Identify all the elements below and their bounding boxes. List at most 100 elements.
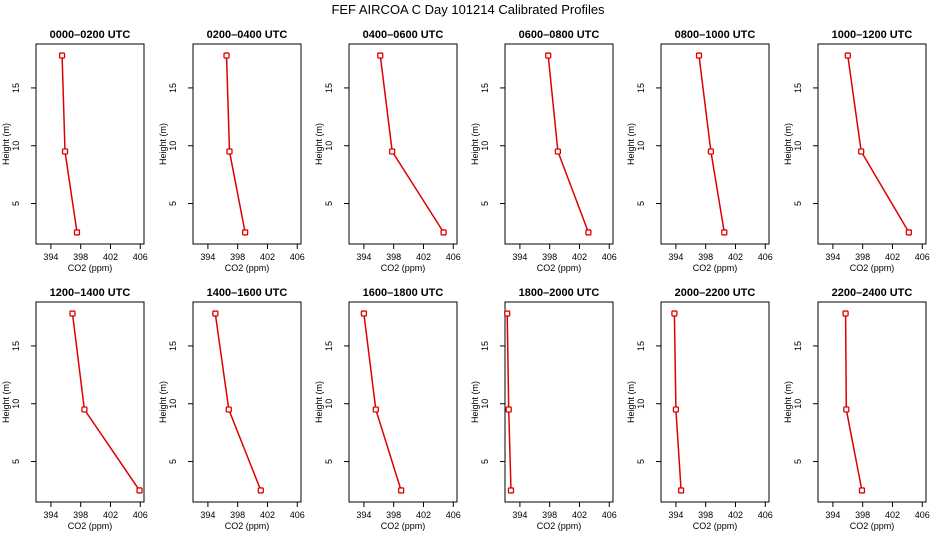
y-tick-label: 15	[793, 341, 803, 351]
plot-frame	[192, 43, 302, 245]
profile-panel: 0200–0400 UTC 394 398 402 406 CO2 (ppm) 5 10 15 H…	[158, 29, 305, 273]
profile-line	[214, 313, 262, 491]
x-tick-label: 406	[915, 252, 930, 262]
x-tick-label: 406	[602, 510, 617, 520]
x-tick-label: 402	[728, 510, 743, 520]
data-point	[58, 52, 66, 59]
x-tick-label: 402	[885, 252, 900, 262]
plot-frame	[660, 301, 770, 503]
x-tick-label: 394	[43, 510, 58, 520]
profile-panel: 2000–2200 UTC 394 398 402 406 CO2 (ppm) 5 10 15 H…	[626, 287, 773, 531]
y-tick-label: 10	[793, 399, 803, 409]
y-tick-label: 5	[324, 459, 334, 464]
x-tick-label: 394	[668, 252, 683, 262]
profile-line	[547, 55, 590, 233]
y-tick-label: 10	[11, 141, 21, 151]
y-tick-label: 15	[11, 341, 21, 351]
panel-title: 0400–0600 UTC	[363, 29, 444, 41]
y-tick-label: 5	[11, 201, 21, 206]
x-tick-label: 406	[758, 252, 773, 262]
x-tick-label: 406	[758, 510, 773, 520]
y-tick-label: 5	[480, 459, 490, 464]
data-point	[707, 148, 715, 155]
panel-title: 1800–2000 UTC	[519, 287, 600, 299]
panel-title: 1400–1600 UTC	[207, 287, 288, 299]
x-axis-label: CO2 (ppm)	[693, 521, 738, 531]
data-point	[721, 229, 728, 236]
profile-panel: 1200–1400 UTC 394 398 402 406 CO2 (ppm) 5 10 15 H…	[1, 287, 148, 531]
profile-line	[379, 55, 445, 233]
data-point	[73, 229, 81, 236]
panel-title: 0800–1000 UTC	[675, 29, 756, 41]
plot-frame	[504, 301, 614, 503]
x-tick-label: 398	[73, 510, 88, 520]
x-tick-label: 402	[103, 252, 118, 262]
y-axis-label: Height (m)	[1, 123, 11, 165]
data-point	[843, 406, 850, 413]
profile-line	[225, 55, 246, 233]
y-axis-label: Height (m)	[626, 123, 636, 165]
data-point	[397, 487, 405, 494]
plot-frame	[660, 43, 770, 245]
x-tick-label: 394	[825, 252, 840, 262]
x-tick-label: 406	[446, 252, 461, 262]
x-tick-label: 394	[200, 510, 215, 520]
x-tick-label: 398	[542, 252, 557, 262]
x-tick-label: 394	[43, 252, 58, 262]
x-axis-label: CO2 (ppm)	[537, 263, 582, 273]
profile-panel: 1000–1200 UTC 394 398 402 406 CO2 (ppm) 5 10 15 H…	[783, 29, 930, 273]
x-tick-label: 402	[260, 510, 275, 520]
x-tick-label: 394	[825, 510, 840, 520]
x-tick-label: 394	[356, 510, 371, 520]
data-point	[136, 487, 143, 494]
plot-frame	[348, 43, 458, 245]
profile-panel: 0000–0200 UTC 394 398 402 406 CO2 (ppm) 5 10 15 H…	[1, 29, 148, 273]
y-axis-label: Height (m)	[783, 123, 793, 165]
x-tick-label: 398	[542, 510, 557, 520]
profile-line	[506, 313, 512, 491]
y-tick-label: 5	[11, 459, 21, 464]
profile-line	[844, 313, 863, 491]
figure-title: FEF AIRCOA C Day 101214 Calibrated Profi…	[331, 2, 605, 17]
y-tick-label: 5	[168, 201, 178, 206]
y-axis-label: Height (m)	[158, 123, 168, 165]
y-tick-label: 10	[168, 399, 178, 409]
profile-panel: 1400–1600 UTC 394 398 402 406 CO2 (ppm) 5 10 15 H…	[158, 287, 305, 531]
y-tick-label: 5	[324, 201, 334, 206]
y-tick-label: 15	[11, 83, 21, 93]
y-tick-label: 10	[636, 141, 646, 151]
y-axis-label: Height (m)	[1, 381, 11, 423]
data-point	[858, 487, 866, 494]
x-tick-label: 406	[133, 510, 148, 520]
data-point	[504, 310, 511, 317]
profile-line	[673, 313, 682, 491]
x-axis-label: CO2 (ppm)	[68, 263, 113, 273]
data-point	[844, 52, 851, 59]
panel-title: 0200–0400 UTC	[207, 29, 288, 41]
panel-title: 1000–1200 UTC	[832, 29, 913, 41]
y-axis-label: Height (m)	[783, 381, 793, 423]
plot-frame	[35, 301, 145, 503]
data-point	[858, 148, 865, 155]
panels: 0000–0200 UTC 394 398 402 406 CO2 (ppm) 5 10 15 H…	[1, 29, 930, 531]
profile-line	[71, 313, 141, 491]
y-tick-label: 15	[324, 341, 334, 351]
y-tick-label: 15	[480, 341, 490, 351]
plot-frame	[817, 301, 927, 503]
data-point	[389, 148, 396, 155]
data-point	[226, 148, 233, 155]
x-tick-label: 398	[855, 510, 870, 520]
data-point	[672, 406, 680, 413]
y-axis-label: Height (m)	[314, 381, 324, 423]
y-tick-label: 10	[480, 399, 490, 409]
plot-frame	[192, 301, 302, 503]
data-point	[377, 52, 384, 59]
y-tick-label: 10	[636, 399, 646, 409]
data-point	[360, 310, 368, 317]
y-axis-label: Height (m)	[626, 381, 636, 423]
y-axis-label: Height (m)	[158, 381, 168, 423]
profile-line	[698, 55, 726, 233]
x-axis-label: CO2 (ppm)	[225, 521, 270, 531]
y-tick-label: 15	[168, 83, 178, 93]
plot-frame	[504, 43, 614, 245]
